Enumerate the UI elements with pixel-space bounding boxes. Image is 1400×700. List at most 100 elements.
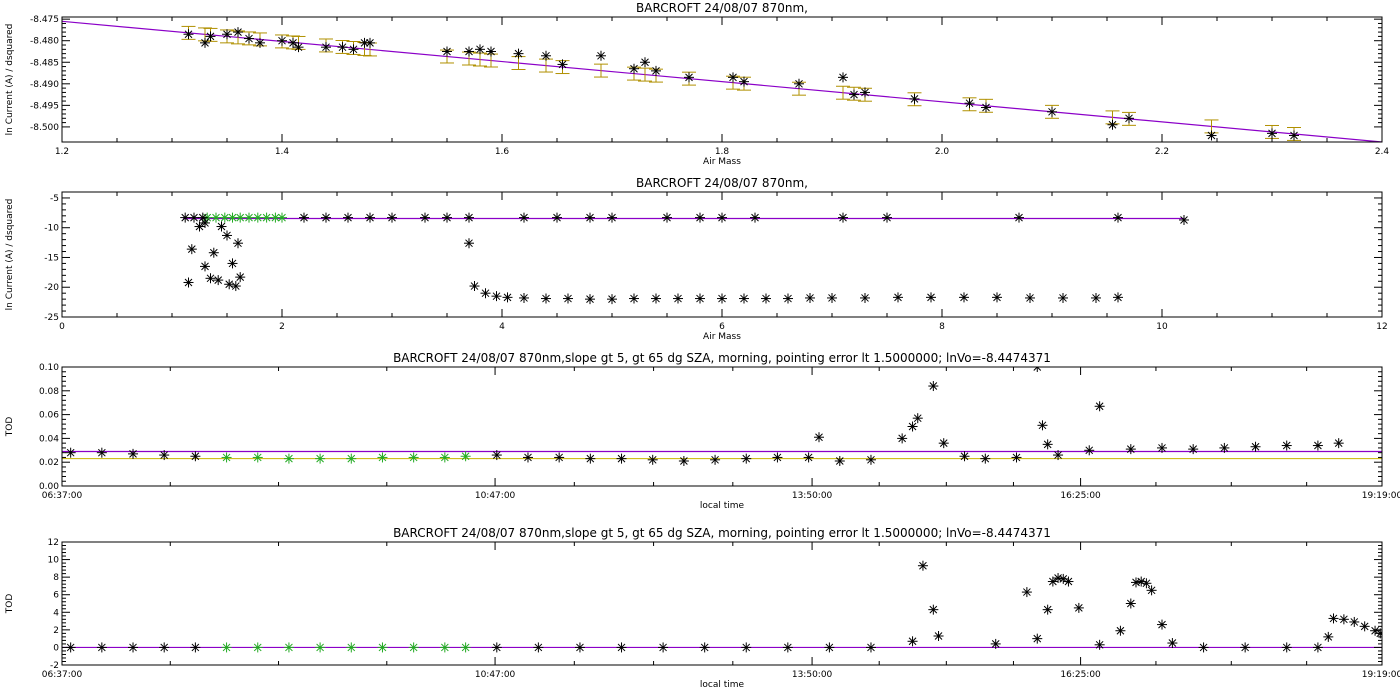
plot-area: [62, 560, 1382, 653]
x-tick-label: 19:19:00: [1362, 670, 1400, 680]
data-point: [464, 212, 474, 223]
x-axis-label: Air Mass: [703, 157, 741, 167]
data-point: [805, 292, 815, 303]
data-point: [513, 48, 524, 59]
data-point: [882, 212, 892, 223]
data-point: [159, 642, 170, 653]
chart-panel-2: BARCROFT 24/08/07 870nm, 0 2 4 6 8 10 12 -25 -20 -…: [5, 176, 1388, 342]
data-point: [574, 642, 585, 653]
data-point: [1053, 450, 1064, 461]
data-point: [651, 293, 661, 304]
data-point: [502, 292, 513, 303]
data-point: [710, 454, 721, 465]
chart-title: BARCROFT 24/08/07 870nm,slope gt 5, gt 6…: [393, 526, 1051, 540]
plot-area: [62, 20, 1382, 142]
y-tick-label: 0.10: [39, 363, 59, 373]
data-point: [728, 72, 738, 83]
data-point: [194, 221, 205, 232]
data-point: [1125, 444, 1136, 455]
data-point: [1094, 401, 1105, 412]
data-point: [337, 42, 348, 53]
data-point: [1281, 642, 1292, 653]
data-point: [1073, 602, 1084, 613]
data-point: [1124, 113, 1134, 124]
data-point: [541, 293, 551, 304]
data-point: [1014, 212, 1024, 223]
data-point: [1188, 444, 1199, 455]
data-point: [616, 642, 627, 653]
data-point: [1289, 130, 1299, 141]
error-bar: [836, 85, 850, 100]
y-tick-label: -8.500: [30, 123, 59, 133]
data-point: [772, 452, 783, 463]
data-point: [909, 93, 920, 104]
x-tick-label: 1.2: [55, 147, 69, 157]
y-tick-label: -8.480: [30, 37, 59, 47]
data-point: [926, 292, 936, 303]
data-point: [222, 230, 232, 241]
y-tick-label: 10: [48, 556, 60, 566]
y-tick-label: 0.06: [39, 411, 59, 421]
selected-data-point: [221, 642, 232, 653]
data-point: [750, 212, 760, 223]
data-point: [227, 258, 238, 269]
data-point: [96, 642, 107, 653]
x-tick-label: 10: [1156, 322, 1168, 332]
data-point: [205, 273, 216, 284]
data-point: [1084, 445, 1095, 456]
data-point: [1359, 621, 1370, 632]
data-point: [607, 212, 617, 223]
data-point: [208, 247, 219, 258]
data-point: [1312, 440, 1323, 451]
data-point: [717, 212, 727, 223]
y-axis-label: TOD: [5, 417, 15, 438]
selected-data-point: [315, 642, 326, 653]
data-point: [65, 447, 76, 458]
selected-data-point: [283, 453, 294, 464]
data-point: [365, 212, 375, 223]
y-tick-label: -8.485: [30, 58, 59, 68]
selected-data-point: [261, 212, 272, 223]
y-tick-label: -15: [44, 253, 59, 263]
selected-data-point: [252, 452, 263, 463]
x-tick-label: 1.4: [275, 147, 290, 157]
chart-panel-4: BARCROFT 24/08/07 870nm,slope gt 5, gt 6…: [5, 526, 1400, 690]
x-tick-label: 06:37:00: [42, 491, 83, 501]
data-point: [739, 293, 749, 304]
data-point: [200, 37, 210, 48]
data-point: [522, 452, 533, 463]
data-point: [981, 102, 991, 113]
data-point: [1312, 642, 1323, 653]
data-point: [1219, 442, 1230, 453]
data-point: [1021, 587, 1032, 598]
data-point: [838, 72, 848, 83]
data-point: [1063, 576, 1074, 587]
data-point: [200, 261, 210, 272]
data-point: [1281, 440, 1292, 451]
data-point: [673, 293, 683, 304]
data-point: [938, 438, 949, 449]
data-point: [486, 46, 496, 57]
selected-data-point: [408, 642, 419, 653]
y-tick-label: 4: [53, 608, 59, 618]
selected-data-point: [460, 451, 471, 462]
data-point: [933, 631, 944, 642]
data-point: [180, 212, 191, 223]
data-point: [607, 294, 617, 305]
selected-data-point: [252, 212, 263, 223]
data-point: [533, 642, 544, 653]
data-point: [244, 33, 254, 44]
y-tick-label: -8.475: [30, 15, 59, 25]
data-point: [741, 642, 752, 653]
chart-panel-1: BARCROFT 24/08/07 870nm, 1.2 1.4 1.6 1.8 2.0 2…: [5, 1, 1389, 167]
y-tick-label: -20: [44, 283, 59, 293]
data-point: [491, 291, 502, 302]
selected-data-point: [283, 642, 294, 653]
x-tick-label: 2: [279, 322, 285, 332]
data-point: [585, 453, 596, 464]
data-point: [992, 292, 1002, 303]
selected-data-point: [252, 642, 263, 653]
x-tick-label: 1.8: [715, 147, 730, 157]
data-point: [1032, 633, 1043, 644]
